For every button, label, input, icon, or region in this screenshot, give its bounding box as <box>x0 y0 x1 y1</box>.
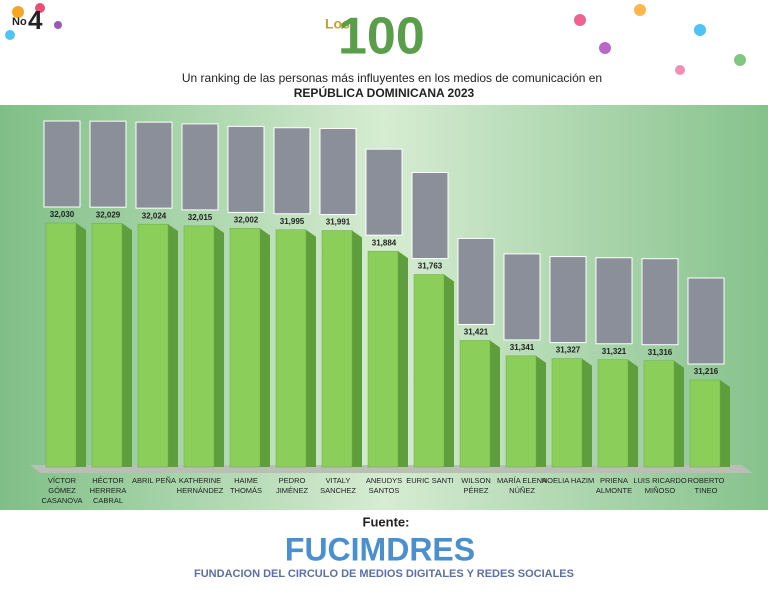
category-label: PRIENA ALMONTE <box>595 476 633 495</box>
bar-side <box>398 251 408 467</box>
value-label: 32,029 <box>96 210 121 219</box>
photo <box>457 237 495 325</box>
category-label: MARÍA ELENA NÚÑEZ <box>496 476 548 495</box>
category-label: ROBERTO TINEO <box>687 476 725 495</box>
logo-number: 100 <box>338 8 425 66</box>
bar-side <box>168 224 178 467</box>
value-label: 31,216 <box>694 367 719 376</box>
source-full: FUNDACION DEL CIRCULO DE MEDIOS DIGITALE… <box>194 568 574 580</box>
value-label: 32,024 <box>142 211 167 220</box>
value-label: 31,321 <box>602 347 627 356</box>
category-label: EURIC SANTI <box>406 476 454 485</box>
photo <box>273 127 311 215</box>
value-label: 31,341 <box>510 343 535 352</box>
decor <box>5 3 746 75</box>
bar-side <box>444 274 454 467</box>
photo <box>411 171 449 259</box>
bar <box>229 228 261 468</box>
bar-side <box>490 340 500 467</box>
photo <box>43 120 81 208</box>
value-label: 31,991 <box>326 218 351 227</box>
subtitle-emphasis: REPÚBLICA DOMINICANA 2023 <box>294 85 475 100</box>
bar <box>45 222 77 468</box>
category-label: PEDRO JIMÉNEZ <box>275 476 309 495</box>
bar <box>689 379 721 468</box>
photo <box>365 148 403 236</box>
photo <box>181 123 219 211</box>
value-label: 31,763 <box>418 262 443 271</box>
source-name: FUCIMDRES <box>285 531 475 567</box>
bar-side <box>628 359 638 467</box>
bar <box>275 229 307 468</box>
bar-side <box>260 228 270 467</box>
bar-side <box>76 223 86 467</box>
category-label: NOELIA HAZIM <box>541 476 595 485</box>
bar <box>505 355 537 468</box>
value-label: 32,015 <box>188 213 213 222</box>
photo <box>687 277 725 365</box>
photo <box>641 258 679 346</box>
bar-side <box>674 360 684 467</box>
category-label: LUIS RICARDO MIÑOSO <box>633 476 687 495</box>
source-label: Fuente: <box>363 514 410 529</box>
photo <box>319 128 357 216</box>
issue-number: 4 <box>28 5 43 35</box>
bar <box>367 250 399 468</box>
issue-prefix: No <box>12 16 27 28</box>
value-label: 31,327 <box>556 346 581 355</box>
category-label: WILSON PÉREZ <box>461 476 491 495</box>
bar <box>413 274 445 468</box>
photo <box>549 256 587 344</box>
value-label: 31,884 <box>372 238 397 247</box>
bar-side <box>720 380 730 467</box>
value-label: 31,316 <box>648 348 673 357</box>
bar <box>459 340 491 468</box>
value-label: 32,002 <box>234 216 259 225</box>
photo <box>227 125 265 213</box>
bar-side <box>352 230 362 467</box>
bar <box>321 230 353 468</box>
category-label: ABRIL PEÑA <box>132 476 176 485</box>
category-label: VÍCTOR GÓMEZ CASANOVA <box>41 476 83 505</box>
photo <box>595 257 633 345</box>
bar <box>597 359 629 468</box>
category-label: ANEUDYS SANTOS <box>365 476 403 495</box>
bar-side <box>582 358 592 467</box>
subtitle: Un ranking de las personas más influyent… <box>182 71 602 85</box>
bar <box>551 358 583 468</box>
bar <box>91 222 123 468</box>
bar-side <box>536 355 546 467</box>
bar <box>643 360 675 468</box>
bar <box>183 225 215 468</box>
bar-side <box>122 223 132 467</box>
category-label: KATHERINE HERNÁNDEZ <box>176 476 224 495</box>
photo <box>89 120 127 208</box>
value-label: 32,030 <box>50 210 75 219</box>
bar-side <box>306 229 316 467</box>
bar-side <box>214 225 224 467</box>
photo <box>503 253 541 341</box>
value-label: 31,421 <box>464 328 489 337</box>
category-label: VITALY SANCHEZ <box>320 476 356 495</box>
bar <box>137 223 169 468</box>
category-label: HAIME THOMÁS <box>229 476 263 495</box>
category-label: HÉCTOR HERRERA CABRAL <box>89 476 127 505</box>
logo-prefix: Los <box>325 16 350 32</box>
value-label: 31,995 <box>280 217 305 226</box>
photo <box>135 121 173 209</box>
